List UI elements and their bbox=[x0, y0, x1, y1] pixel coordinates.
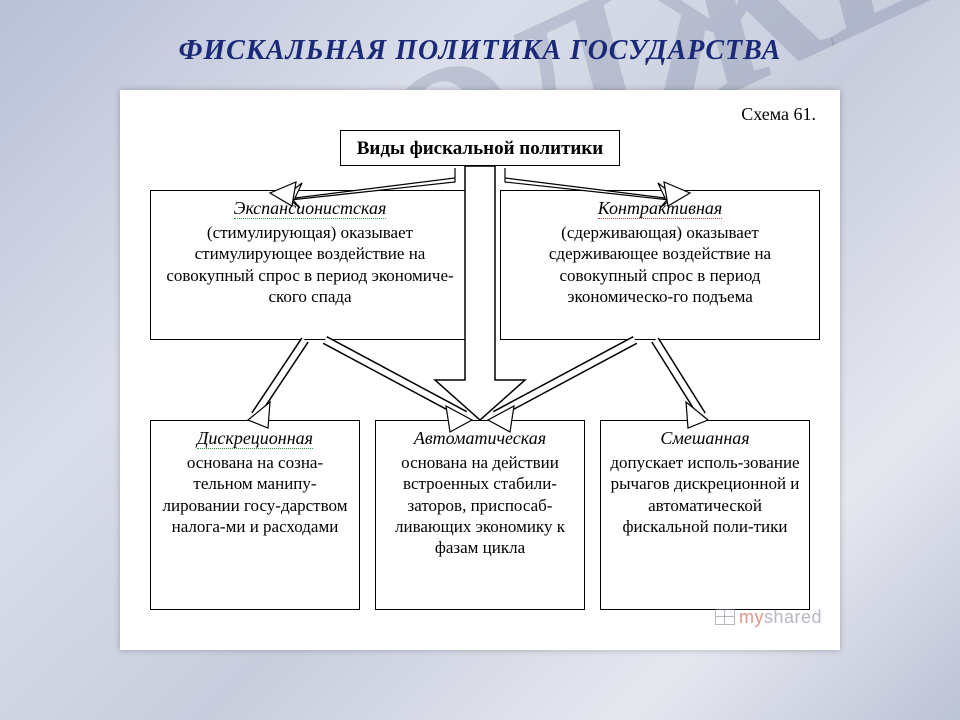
body-automatic: основана на действии встроенных стабили-… bbox=[384, 452, 576, 558]
box-mixed: Смешанная допускает исполь-зование рычаг… bbox=[600, 420, 810, 610]
diagram-panel: Схема 61. Виды фискальной политики Экспа… bbox=[120, 90, 840, 650]
watermark: myshared bbox=[715, 607, 822, 628]
arrow-exp-disc-line bbox=[255, 340, 305, 415]
scheme-number: Схема 61. bbox=[741, 104, 816, 125]
body-mixed: допускает исполь-зование рычагов дискрец… bbox=[609, 452, 801, 537]
arrow-con-mix-line bbox=[655, 340, 702, 415]
box-automatic: Автоматическая основана на действии встр… bbox=[375, 420, 585, 610]
watermark-icon bbox=[715, 609, 735, 625]
heading-expansionist: Экспансионистская bbox=[234, 198, 387, 219]
arrow-exp-auto-fill bbox=[325, 340, 465, 415]
heading-mixed: Смешанная bbox=[660, 428, 749, 448]
heading-automatic: Автоматическая bbox=[414, 428, 546, 448]
box-contractive: Контрактивная (сдерживающая) оказывает с… bbox=[500, 190, 820, 340]
arrow-con-auto-line bbox=[495, 340, 635, 415]
arrow-exp-auto-line bbox=[325, 340, 465, 415]
body-expansionist: (стимулирующая) оказывает стимулирующее … bbox=[159, 222, 461, 307]
page-title: ФИСКАЛЬНАЯ ПОЛИТИКА ГОСУДАРСТВА bbox=[0, 35, 960, 67]
watermark-prefix: my bbox=[739, 607, 764, 627]
watermark-suffix: shared bbox=[764, 607, 822, 627]
arrow-exp-disc-fill bbox=[255, 340, 305, 415]
body-contractive: (сдерживающая) оказывает сдерживающее во… bbox=[509, 222, 811, 307]
heading-contractive: Контрактивная bbox=[598, 198, 723, 219]
box-expansionist: Экспансионистская (стимулирующая) оказыв… bbox=[150, 190, 470, 340]
body-discretionary: основана на созна-тельном манипу-лирован… bbox=[159, 452, 351, 537]
arrow-con-auto-fill bbox=[495, 340, 635, 415]
box-discretionary: Дискреционная основана на созна-тельном … bbox=[150, 420, 360, 610]
heading-discretionary: Дискреционная bbox=[197, 428, 313, 449]
arrow-con-mix-fill bbox=[655, 340, 702, 415]
root-box: Виды фискальной политики bbox=[340, 130, 620, 166]
